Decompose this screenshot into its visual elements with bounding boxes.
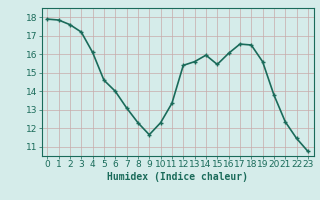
X-axis label: Humidex (Indice chaleur): Humidex (Indice chaleur) [107,172,248,182]
